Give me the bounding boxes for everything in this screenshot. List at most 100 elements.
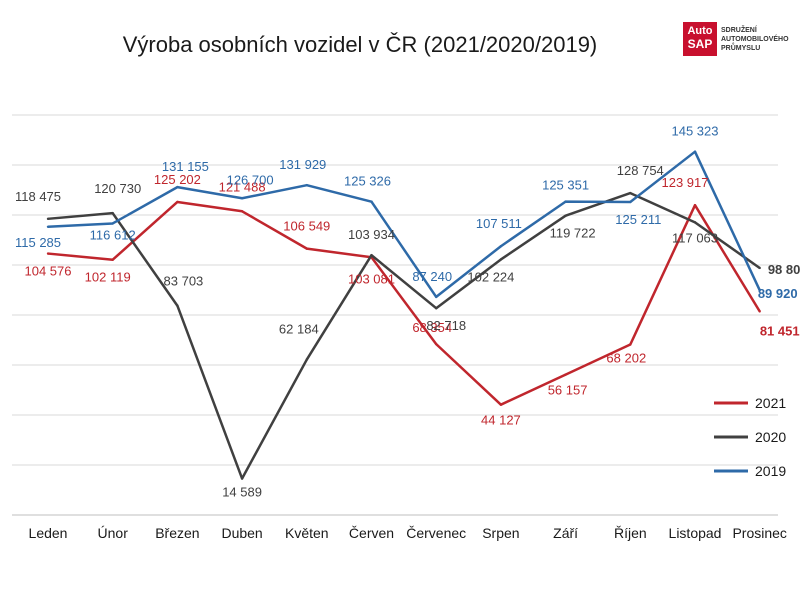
- data-label-2019: 126 700: [227, 172, 274, 187]
- data-label-2019: 107 511: [476, 216, 522, 231]
- autosap-logo: Auto SAP SDRUŽENÍ AUTOMOBILOVÉHO PRŮMYSL…: [683, 22, 795, 62]
- data-label-2019: 125 326: [344, 174, 391, 189]
- data-label-2021: 56 157: [548, 383, 588, 398]
- data-label-2019: 131 929: [279, 157, 326, 172]
- data-point-2020: [693, 221, 697, 224]
- data-point-2021: [240, 210, 244, 213]
- data-label-2020: 102 224: [467, 269, 514, 284]
- data-point-2021: [176, 200, 179, 204]
- series-line-2020: [47, 191, 761, 480]
- data-label-2020: 120 730: [94, 181, 141, 196]
- data-point-2020: [240, 477, 244, 480]
- data-label-2020: 82 718: [426, 318, 466, 333]
- data-labels: 104 576 102 119 125 202 121 488 106 549 103 0…: [15, 124, 800, 500]
- data-point-2021: [46, 252, 50, 255]
- series-lines: [46, 150, 761, 480]
- data-point-2020: [176, 304, 179, 307]
- data-label-2021: 125 202: [154, 172, 201, 187]
- org-line1: SDRUŽENÍ: [721, 27, 757, 34]
- data-label-2020: 119 722: [550, 226, 596, 241]
- data-label-2020: 14 589: [222, 485, 262, 500]
- legend: 2021 2020 2019: [714, 395, 786, 479]
- data-point-2021: [305, 247, 308, 250]
- data-point-2019: [176, 185, 179, 189]
- category-label: Říjen: [614, 525, 647, 541]
- data-label-2021: 121 488: [219, 179, 266, 194]
- data-point-2021: [564, 373, 567, 376]
- data-label-2021: 103 081: [348, 271, 395, 286]
- data-label-2019: 125 211: [615, 212, 661, 227]
- badge-line1: Auto: [687, 25, 713, 37]
- data-label-2021: 68 202: [606, 350, 646, 365]
- legend-label-2020: 2020: [755, 429, 786, 445]
- data-label-2020: 103 934: [348, 227, 395, 242]
- category-label: Duben: [221, 525, 262, 541]
- data-label-2020: 98 805: [768, 262, 800, 277]
- data-label-2019: 145 323: [672, 124, 719, 139]
- data-point-2020: [499, 258, 503, 261]
- data-point-2021: [435, 342, 438, 346]
- series-line-2019: [47, 150, 761, 299]
- data-label-2020: 128 754: [617, 163, 664, 178]
- data-point-2021: [693, 204, 697, 207]
- category-label: Srpen: [482, 525, 519, 541]
- data-label-2021: 81 451: [760, 323, 800, 338]
- data-label-2020: 117 063: [672, 230, 718, 245]
- data-point-2019: [435, 295, 438, 299]
- data-point-2021: [499, 403, 503, 406]
- data-point-2019: [240, 197, 244, 200]
- data-point-2020: [629, 191, 632, 195]
- category-label: Březen: [155, 525, 199, 541]
- category-label: Leden: [29, 525, 68, 541]
- data-label-2021: 102 119: [85, 270, 131, 285]
- data-label-2020: 118 475: [15, 189, 61, 204]
- data-point-2019: [370, 200, 373, 203]
- data-point-2021: [111, 258, 114, 261]
- legend-label-2021: 2021: [755, 395, 786, 411]
- data-point-2019: [564, 200, 567, 203]
- data-point-2020: [46, 217, 50, 221]
- data-label-2021: 68 354: [412, 320, 452, 335]
- data-point-2020: [564, 214, 567, 217]
- data-label-2021: 106 549: [283, 219, 330, 234]
- org-line3: PRŮMYSLU: [721, 45, 761, 52]
- data-label-2021: 123 917: [662, 175, 709, 190]
- data-point-2020: [111, 211, 114, 215]
- autosap-badge: Auto SAP: [683, 22, 717, 56]
- data-point-2021: [758, 310, 761, 313]
- category-label: Prosinec: [732, 525, 786, 541]
- data-point-2019: [305, 183, 308, 187]
- data-point-2019: [693, 150, 697, 153]
- data-point-2021: [629, 343, 632, 346]
- data-label-2020: 62 184: [279, 322, 319, 337]
- data-label-2019: 87 240: [412, 269, 452, 284]
- gridlines: [12, 114, 778, 516]
- data-point-2019: [111, 222, 114, 225]
- data-point-2020: [305, 358, 308, 361]
- category-label: Červenec: [406, 525, 466, 541]
- data-label-2019: 125 351: [542, 178, 589, 193]
- category-label: Květen: [285, 525, 329, 541]
- category-label: Červen: [349, 525, 394, 541]
- data-point-2019: [46, 225, 50, 228]
- category-label: Září: [553, 525, 578, 541]
- data-point-2019: [499, 245, 503, 248]
- data-label-2021: 104 576: [25, 264, 72, 279]
- org-line2: AUTOMOBILOVÉHO: [721, 36, 789, 43]
- data-label-2021: 44 127: [481, 413, 521, 428]
- category-labels: Leden Únor Březen Duben Květen Červen Červenec…: [29, 525, 787, 541]
- badge-line2: SAP: [687, 37, 713, 51]
- data-point-2019: [758, 289, 761, 292]
- legend-label-2019: 2019: [755, 463, 786, 479]
- data-point-2020: [435, 307, 438, 310]
- data-point-2020: [758, 266, 761, 270]
- data-label-2019: 131 155: [162, 159, 209, 174]
- data-label-2019: 89 920: [758, 286, 798, 301]
- data-label-2019: 115 285: [15, 235, 61, 250]
- data-label-2019: 116 612: [90, 227, 136, 242]
- data-point-2019: [629, 200, 632, 204]
- chart-title: Výroba osobních vozidel v ČR (2021/2020/…: [122, 32, 598, 57]
- category-label: Únor: [98, 525, 129, 541]
- data-label-2020: 83 703: [164, 274, 204, 289]
